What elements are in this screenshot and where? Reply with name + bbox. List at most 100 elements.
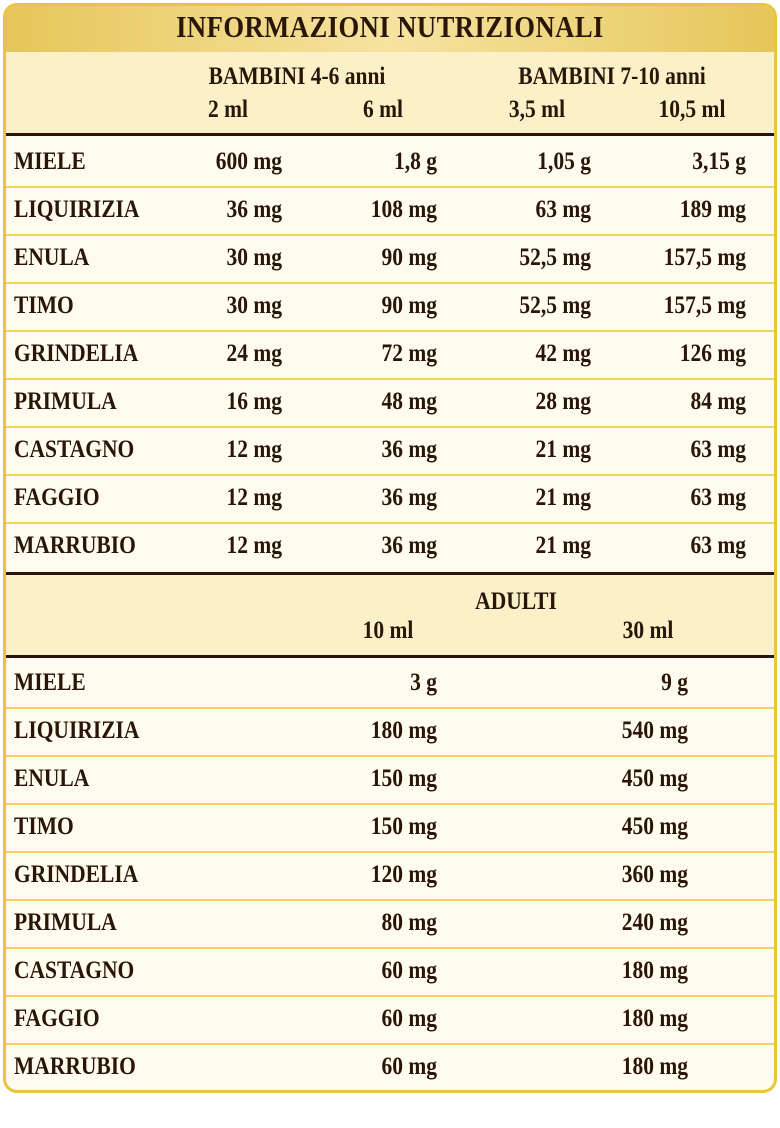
row-separator [6, 755, 774, 757]
dose-header: 2 ml [207, 96, 249, 123]
row-separator [6, 426, 774, 428]
dose-header: 3,5 ml [508, 96, 566, 123]
row-separator [6, 851, 774, 853]
row-separator [6, 234, 774, 236]
ingredient: GRINDELIA [14, 340, 139, 367]
amount: 450 mg [621, 765, 688, 792]
amount: 28 mg [535, 388, 591, 415]
amount: 48 mg [381, 388, 437, 415]
amount: 600 mg [215, 148, 282, 175]
group-header: BAMBINI 7-10 anni [518, 63, 706, 90]
ingredient: PRIMULA [14, 909, 117, 936]
amount: 157,5 mg [663, 292, 746, 319]
amount: 189 mg [679, 196, 746, 223]
amount: 150 mg [370, 813, 437, 840]
ingredient: GRINDELIA [14, 861, 139, 888]
row-separator [6, 282, 774, 284]
amount: 12 mg [226, 532, 282, 559]
amount: 36 mg [381, 436, 437, 463]
amount: 12 mg [226, 484, 282, 511]
amount: 63 mg [690, 484, 746, 511]
ingredient: LIQUIRIZIA [14, 196, 140, 223]
row-separator [6, 330, 774, 332]
amount: 360 mg [621, 861, 688, 888]
amount: 60 mg [381, 1053, 437, 1080]
amount: 21 mg [535, 532, 591, 559]
amount: 60 mg [381, 957, 437, 984]
amount: 3 g [410, 669, 437, 696]
amount: 21 mg [535, 436, 591, 463]
amount: 63 mg [535, 196, 591, 223]
amount: 63 mg [690, 436, 746, 463]
amount: 52,5 mg [519, 244, 591, 271]
amount: 450 mg [621, 813, 688, 840]
amount: 12 mg [226, 436, 282, 463]
row-separator [6, 947, 774, 949]
row-separator [6, 1043, 774, 1045]
amount: 52,5 mg [519, 292, 591, 319]
amount: 157,5 mg [663, 244, 746, 271]
amount: 1,8 g [394, 148, 437, 175]
row-separator [6, 522, 774, 524]
children-header [6, 52, 774, 134]
row-separator [6, 803, 774, 805]
amount: 42 mg [535, 340, 591, 367]
rule [6, 572, 774, 575]
ingredient: CASTAGNO [14, 436, 135, 463]
row-separator [6, 707, 774, 709]
ingredient: ENULA [14, 765, 90, 792]
amount: 9 g [661, 669, 688, 696]
row-separator [6, 378, 774, 380]
amount: 150 mg [370, 765, 437, 792]
amount: 180 mg [621, 1005, 688, 1032]
rule [6, 655, 774, 658]
table-frame: INFORMAZIONI NUTRIZIONALI BAMBINI 4-6 an… [3, 3, 777, 1093]
amount: 60 mg [381, 1005, 437, 1032]
group-header: ADULTI [475, 588, 557, 615]
group-header: BAMBINI 4-6 anni [208, 63, 386, 90]
ingredient: MIELE [14, 669, 86, 696]
amount: 30 mg [226, 244, 282, 271]
amount: 36 mg [226, 196, 282, 223]
row-separator [6, 474, 774, 476]
amount: 72 mg [381, 340, 437, 367]
ingredient: PRIMULA [14, 388, 117, 415]
dose-header: 10,5 ml [658, 96, 726, 123]
amount: 36 mg [381, 532, 437, 559]
title-bar: INFORMAZIONI NUTRIZIONALI [6, 6, 774, 52]
amount: 90 mg [381, 292, 437, 319]
dose-header: 6 ml [362, 96, 404, 123]
amount: 63 mg [690, 532, 746, 559]
ingredient: MARRUBIO [14, 1053, 136, 1080]
ingredient: TIMO [14, 813, 74, 840]
ingredient: MIELE [14, 148, 86, 175]
amount: 1,05 g [537, 148, 591, 175]
amount: 180 mg [621, 1053, 688, 1080]
ingredient: LIQUIRIZIA [14, 717, 140, 744]
amount: 84 mg [690, 388, 746, 415]
row-separator [6, 186, 774, 188]
adults-header [6, 574, 774, 656]
amount: 120 mg [370, 861, 437, 888]
amount: 16 mg [226, 388, 282, 415]
amount: 36 mg [381, 484, 437, 511]
ingredient: ENULA [14, 244, 90, 271]
ingredient: FAGGIO [14, 1005, 100, 1032]
row-separator [6, 995, 774, 997]
amount: 540 mg [621, 717, 688, 744]
title: INFORMAZIONI NUTRIZIONALI [176, 9, 604, 44]
amount: 126 mg [679, 340, 746, 367]
amount: 80 mg [381, 909, 437, 936]
ingredient: FAGGIO [14, 484, 100, 511]
amount: 180 mg [370, 717, 437, 744]
amount: 180 mg [621, 957, 688, 984]
dose-header: 30 ml [622, 617, 674, 644]
rule [6, 133, 774, 136]
amount: 240 mg [621, 909, 688, 936]
ingredient: MARRUBIO [14, 532, 136, 559]
ingredient: CASTAGNO [14, 957, 135, 984]
amount: 3,15 g [692, 148, 746, 175]
amount: 24 mg [226, 340, 282, 367]
dose-header: 10 ml [362, 617, 414, 644]
